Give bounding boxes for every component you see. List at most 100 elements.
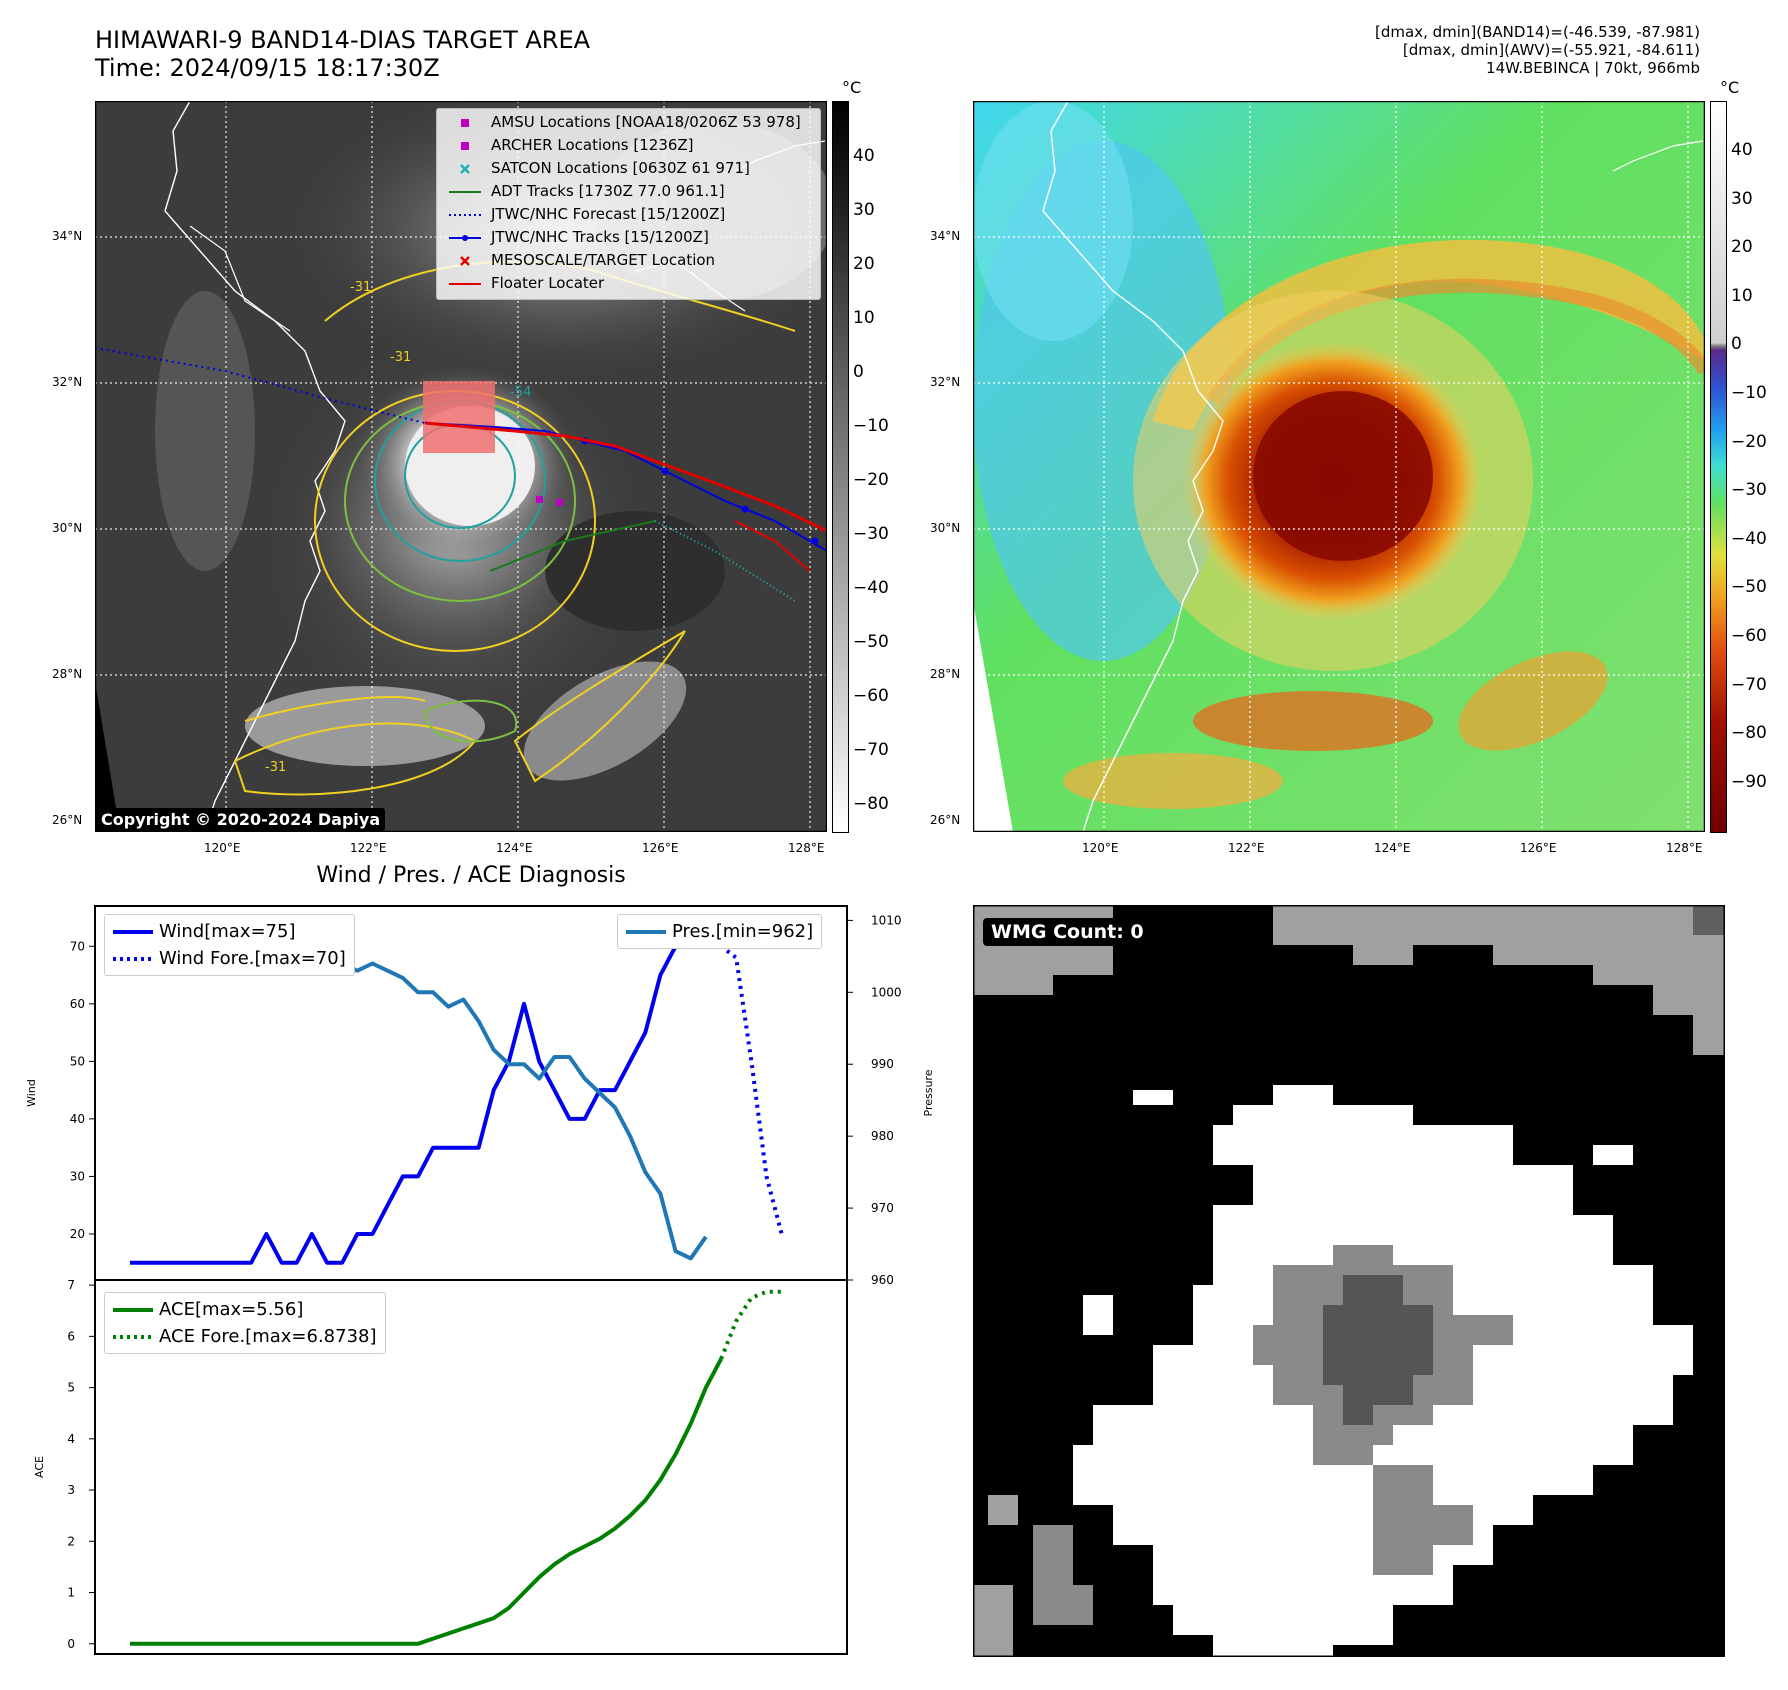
solid-line-icon <box>113 1303 153 1317</box>
lon-label: 124°E <box>496 841 533 855</box>
colorbar-tick: 0 <box>853 362 864 382</box>
dotted-line-icon <box>113 952 153 966</box>
y-tick-label: 50 <box>70 1054 85 1068</box>
y-tick-label: 5 <box>67 1381 75 1395</box>
y-axis-label: Wind <box>25 1079 38 1107</box>
square-marker-icon <box>445 116 485 130</box>
legend-label: MESOSCALE/TARGET Location <box>491 251 716 269</box>
lon-label: 124°E <box>1374 841 1411 855</box>
colorbar-tick: −60 <box>853 686 889 706</box>
contour-label: -54 <box>510 385 531 400</box>
colorbar-tick: 10 <box>853 308 875 328</box>
enhanced-ir-map <box>973 101 1705 832</box>
legend-item: Wind Fore.[max=70] <box>113 945 346 972</box>
stats-band14: [dmax, dmin](BAND14)=(-46.539, -87.981) <box>1375 23 1700 41</box>
y-tick-label: 4 <box>67 1432 75 1446</box>
legend-label: AMSU Locations [NOAA18/0206Z 53 978] <box>491 113 801 131</box>
colorbar-tick: −40 <box>1731 528 1767 549</box>
lat-label: 34°N <box>52 229 83 243</box>
colorbar-unit: °C <box>842 78 862 97</box>
lon-label: 126°E <box>642 841 679 855</box>
colorbar-tick: 40 <box>853 146 875 166</box>
solid-line-icon <box>445 277 485 291</box>
legend-item: ADT Tracks [1730Z 77.0 961.1] <box>445 180 812 203</box>
y-tick-label: 7 <box>67 1278 75 1292</box>
legend-item: Wind[max=75] <box>113 918 346 945</box>
legend-label: Wind[max=75] <box>159 921 296 942</box>
lon-label: 122°E <box>350 841 387 855</box>
enhanced-colorbar <box>1710 101 1727 833</box>
legend-item: SATCON Locations [0630Z 61 971] <box>445 157 812 180</box>
legend-item: JTWC/NHC Forecast [15/1200Z] <box>445 203 812 226</box>
legend-item: AMSU Locations [NOAA18/0206Z 53 978] <box>445 111 812 134</box>
legend-item: Pres.[min=962] <box>626 918 813 945</box>
colorbar-tick: −30 <box>853 524 889 544</box>
colorbar-tick: −50 <box>853 632 889 652</box>
line-dot-icon <box>445 231 485 245</box>
legend-label: ACE Fore.[max=6.8738] <box>159 1326 377 1347</box>
ace-forecast-line <box>719 1289 782 1360</box>
lat-label: 26°N <box>52 813 83 827</box>
legend-label: SATCON Locations [0630Z 61 971] <box>491 159 750 177</box>
lon-label: 120°E <box>1082 841 1119 855</box>
colorbar-tick: −10 <box>1731 383 1767 403</box>
colorbar-tick: −70 <box>853 740 889 760</box>
y-axis-label-right: Pressure <box>922 1069 935 1116</box>
colorbar-tick: −20 <box>853 470 889 490</box>
wind-legend: Wind[max=75] Wind Fore.[max=70] <box>104 914 355 976</box>
lat-label: 28°N <box>930 667 961 681</box>
y-axis-label: ACE <box>33 1456 46 1478</box>
colorbar-tick: −70 <box>1731 674 1767 695</box>
top-left-title: HIMAWARI-9 BAND14-DIAS TARGET AREA Time:… <box>95 26 590 82</box>
legend-label: ADT Tracks [1730Z 77.0 961.1] <box>491 182 725 200</box>
solid-line-icon <box>626 925 666 939</box>
lat-label: 30°N <box>52 521 83 535</box>
lat-label: 32°N <box>52 375 83 389</box>
colorbar-tick: −80 <box>853 794 889 814</box>
legend-item: MESOSCALE/TARGET Location <box>445 249 812 272</box>
y-tick-label-right: 1010 <box>871 913 902 927</box>
y-tick-label: 0 <box>67 1637 75 1651</box>
legend-label: JTWC/NHC Forecast [15/1200Z] <box>491 205 726 223</box>
ace-legend: ACE[max=5.56] ACE Fore.[max=6.8738] <box>104 1292 386 1354</box>
y-tick-label: 6 <box>67 1329 75 1343</box>
y-tick-label-right: 1000 <box>871 985 902 999</box>
y-tick-label-right: 970 <box>871 1201 894 1215</box>
map-legend: AMSU Locations [NOAA18/0206Z 53 978] ARC… <box>436 108 821 300</box>
colorbar-tick: 0 <box>1731 334 1742 355</box>
lat-label: 34°N <box>930 229 961 243</box>
legend-label: JTWC/NHC Tracks [15/1200Z] <box>491 228 709 246</box>
square-marker-icon <box>445 139 485 153</box>
wind-forecast-line <box>704 916 784 1235</box>
stats-awv: [dmax, dmin](AWV)=(-55.921, -84.611) <box>1402 41 1700 59</box>
legend-item: Floater Locater <box>445 272 812 295</box>
y-tick-label: 60 <box>70 997 85 1011</box>
lon-label: 128°E <box>788 841 825 855</box>
wmg-map <box>973 905 1725 1657</box>
wind-line <box>130 915 706 1265</box>
colorbar-tick: 30 <box>1731 188 1753 209</box>
ace-line <box>130 1357 723 1646</box>
copyright-label: Copyright © 2020-2024 Dapiya <box>96 808 386 831</box>
wind-pressure-ace-chart: 70 60 50 40 30 20 1010 1000 990 980 970 960 7 6 5 4 3 2 1 0… <box>25 905 935 1655</box>
y-tick-label: 3 <box>67 1483 75 1497</box>
x-marker-icon <box>445 162 485 176</box>
legend-item: JTWC/NHC Tracks [15/1200Z] <box>445 226 812 249</box>
colorbar-tick: −90 <box>1731 771 1767 792</box>
lon-label: 122°E <box>1228 841 1265 855</box>
y-tick-label-right: 990 <box>871 1057 894 1071</box>
solid-line-icon <box>445 185 485 199</box>
y-tick-label-right: 960 <box>871 1273 894 1287</box>
lat-label: 30°N <box>930 521 961 535</box>
lon-label: 120°E <box>204 841 241 855</box>
legend-label: ACE[max=5.56] <box>159 1299 304 1320</box>
y-tick-label: 2 <box>67 1534 75 1548</box>
storm-info: 14W.BEBINCA | 70kt, 966mb <box>1486 59 1700 77</box>
chart-title: Wind / Pres. / ACE Diagnosis <box>316 863 626 888</box>
pressure-legend: Pres.[min=962] <box>617 914 823 949</box>
y-tick-label: 40 <box>70 1112 85 1126</box>
legend-item: ACE Fore.[max=6.8738] <box>113 1323 377 1350</box>
legend-label: Pres.[min=962] <box>672 921 814 942</box>
colorbar-unit: °C <box>1720 78 1740 97</box>
grayscale-colorbar <box>832 101 849 833</box>
